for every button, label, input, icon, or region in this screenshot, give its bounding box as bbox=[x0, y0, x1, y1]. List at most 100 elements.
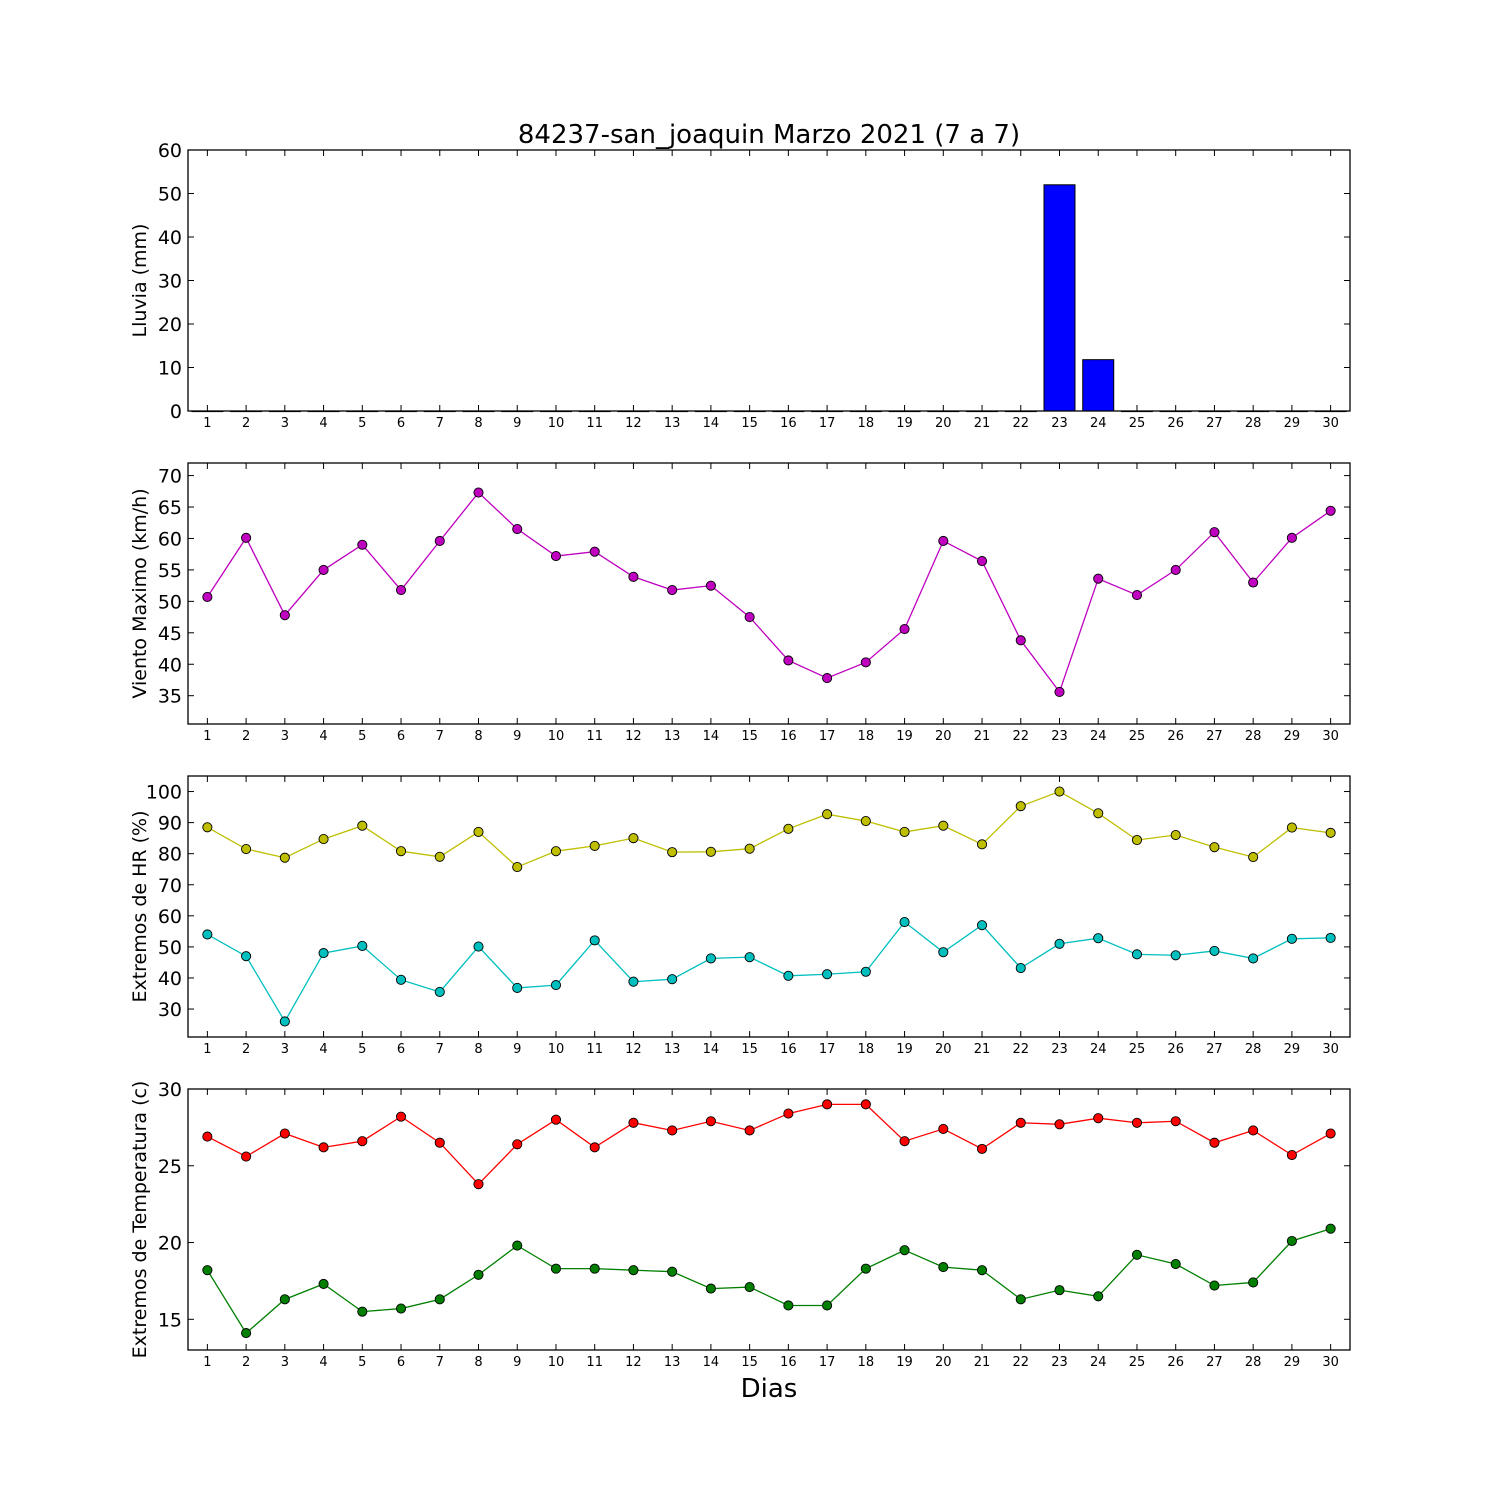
y-tick-label: 20 bbox=[158, 1233, 182, 1255]
data-point bbox=[1286, 1149, 1297, 1161]
data-point bbox=[667, 847, 678, 858]
data-point bbox=[899, 916, 910, 928]
x-tick-label: 16 bbox=[780, 729, 797, 744]
y-tick-label: 55 bbox=[158, 560, 182, 582]
data-point bbox=[1325, 1223, 1336, 1234]
data-point bbox=[434, 1294, 445, 1305]
data-point bbox=[1248, 852, 1259, 863]
x-tick-label: 15 bbox=[741, 1355, 758, 1370]
data-point bbox=[395, 974, 407, 985]
x-tick-label: 27 bbox=[1206, 416, 1223, 431]
x-tick-label: 18 bbox=[858, 1042, 875, 1057]
y-tick-label: 50 bbox=[158, 184, 182, 206]
y-tick-label: 30 bbox=[158, 271, 182, 293]
x-tick-label: 23 bbox=[1051, 1042, 1068, 1057]
x-tick-label: 17 bbox=[819, 1042, 836, 1057]
x-tick-label: 22 bbox=[1012, 416, 1029, 431]
axes-frame bbox=[187, 462, 1351, 725]
data-point bbox=[473, 941, 484, 952]
y-tick-label: 60 bbox=[158, 140, 182, 162]
data-point bbox=[1286, 933, 1297, 944]
x-tick-label: 8 bbox=[474, 1355, 482, 1370]
data-point bbox=[1054, 1285, 1065, 1296]
data-point bbox=[1015, 801, 1026, 812]
x-tick-label: 21 bbox=[974, 416, 991, 431]
data-point bbox=[357, 1306, 368, 1317]
data-point bbox=[1170, 564, 1181, 575]
data-point bbox=[783, 1108, 794, 1119]
x-tick-label: 7 bbox=[436, 416, 444, 431]
data-point bbox=[667, 584, 678, 596]
data-point bbox=[705, 580, 716, 591]
data-point bbox=[1170, 1258, 1181, 1270]
x-tick-label: 12 bbox=[625, 729, 642, 744]
data-point bbox=[434, 851, 445, 862]
data-point bbox=[1248, 1125, 1259, 1136]
data-point bbox=[705, 1283, 716, 1294]
x-tick-label: 10 bbox=[548, 1355, 565, 1370]
bar bbox=[1082, 359, 1115, 412]
x-tick-label: 25 bbox=[1129, 1042, 1146, 1057]
x-tick-label: 2 bbox=[242, 416, 250, 431]
axes-frame bbox=[187, 1088, 1351, 1351]
x-tick-label: 18 bbox=[858, 1355, 875, 1370]
data-point bbox=[473, 487, 484, 498]
x-tick-label: 6 bbox=[397, 1355, 405, 1370]
x-tick-label: 14 bbox=[703, 1042, 720, 1057]
data-point bbox=[395, 1303, 407, 1314]
x-tick-label: 21 bbox=[974, 1042, 991, 1057]
y-tick-label: 90 bbox=[158, 813, 182, 835]
data-point bbox=[395, 584, 407, 596]
x-tick-label: 13 bbox=[664, 729, 681, 744]
data-point bbox=[938, 1123, 949, 1134]
x-tick-label: 14 bbox=[703, 1355, 720, 1370]
x-tick-label: 14 bbox=[703, 416, 720, 431]
x-tick-label: 15 bbox=[741, 1042, 758, 1057]
x-tick-label: 25 bbox=[1129, 1355, 1146, 1370]
y-tick-label: 30 bbox=[158, 999, 182, 1021]
data-point bbox=[550, 1114, 562, 1125]
data-point bbox=[667, 1266, 678, 1277]
data-point bbox=[1248, 953, 1259, 964]
y-tick-label: 40 bbox=[158, 227, 182, 249]
x-tick-label: 19 bbox=[896, 416, 913, 431]
data-point bbox=[1054, 938, 1065, 949]
data-point bbox=[1209, 842, 1220, 853]
x-tick-label: 4 bbox=[319, 1042, 327, 1057]
data-point bbox=[512, 861, 523, 873]
data-point bbox=[550, 551, 562, 562]
x-tick-label: 13 bbox=[664, 1355, 681, 1370]
data-point bbox=[318, 1142, 329, 1153]
x-tick-label: 10 bbox=[548, 729, 565, 744]
data-point bbox=[357, 940, 368, 952]
data-point bbox=[860, 966, 871, 977]
data-point bbox=[1054, 686, 1065, 697]
axes-frame bbox=[187, 775, 1351, 1038]
x-tick-label: 1 bbox=[203, 416, 211, 431]
bar bbox=[1043, 184, 1076, 412]
x-tick-label: 23 bbox=[1051, 1355, 1068, 1370]
series-line bbox=[207, 921, 1331, 1023]
data-point bbox=[899, 623, 910, 635]
data-point bbox=[1286, 532, 1297, 543]
data-point bbox=[434, 1137, 445, 1148]
data-point bbox=[938, 947, 949, 958]
data-point bbox=[744, 612, 755, 623]
x-tick-label: 12 bbox=[625, 1355, 642, 1370]
x-tick-label: 8 bbox=[474, 729, 482, 744]
x-tick-label: 17 bbox=[819, 1355, 836, 1370]
data-point bbox=[744, 843, 755, 854]
x-tick-label: 2 bbox=[242, 1355, 250, 1370]
y-tick-label: 10 bbox=[158, 358, 182, 380]
x-tick-label: 28 bbox=[1245, 416, 1262, 431]
data-point bbox=[1093, 573, 1104, 584]
x-tick-label: 5 bbox=[358, 416, 366, 431]
x-tick-label: 27 bbox=[1206, 1042, 1223, 1057]
x-tick-label: 7 bbox=[436, 1042, 444, 1057]
data-point bbox=[860, 816, 871, 827]
data-point bbox=[357, 539, 368, 550]
x-tick-label: 4 bbox=[319, 1355, 327, 1370]
data-point bbox=[628, 571, 639, 582]
